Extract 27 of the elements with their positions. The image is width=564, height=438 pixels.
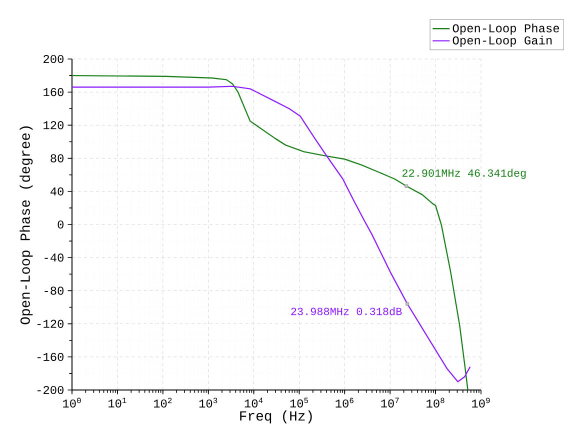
x-tick-label: 10$^{2}$ bbox=[154, 398, 172, 408]
x-tick-label: 10$^{3}$ bbox=[199, 398, 218, 408]
y-tick-label: 80 bbox=[50, 154, 64, 162]
y-tick-label: -200 bbox=[37, 386, 64, 394]
y-tick-label: 200 bbox=[44, 54, 64, 64]
x-axis-title: Freq (Hz) bbox=[240, 410, 312, 424]
y-axis-title: Open-Loop Phase (degree) bbox=[20, 126, 33, 324]
y-tick-label: -40 bbox=[44, 254, 64, 262]
y-tick-label: 120 bbox=[44, 121, 64, 130]
y-tick-label: 0 bbox=[58, 220, 64, 229]
x-tick-label: 10$^{6}$ bbox=[336, 398, 354, 408]
y-tick-label: -160 bbox=[37, 352, 64, 361]
y-tick-label: -120 bbox=[37, 320, 64, 328]
x-tick-label: 10$^{9}$ bbox=[472, 398, 490, 408]
x-tick-label: 10$^{7}$ bbox=[381, 398, 399, 408]
x-tick-label: 10$^{1}$ bbox=[108, 398, 126, 408]
x-tick-label: 10$^{4}$ bbox=[244, 398, 263, 408]
x-tick-label: 10$^{8}$ bbox=[426, 398, 444, 408]
x-tick-label: 10$^{5}$ bbox=[290, 398, 308, 408]
y-tick-label: 160 bbox=[44, 88, 64, 96]
legend-label: Open-Loop Gain bbox=[452, 36, 552, 47]
x-tick-label: 10$^{0}$ bbox=[63, 398, 81, 408]
annotation: 22.901MHz 46.341deg bbox=[402, 168, 526, 179]
annotation: 23.988MHz 0.318dB bbox=[291, 307, 402, 316]
y-tick-label: 40 bbox=[50, 187, 64, 196]
y-tick-label: -80 bbox=[44, 286, 64, 295]
legend-label: Open-Loop Phase bbox=[452, 24, 560, 35]
